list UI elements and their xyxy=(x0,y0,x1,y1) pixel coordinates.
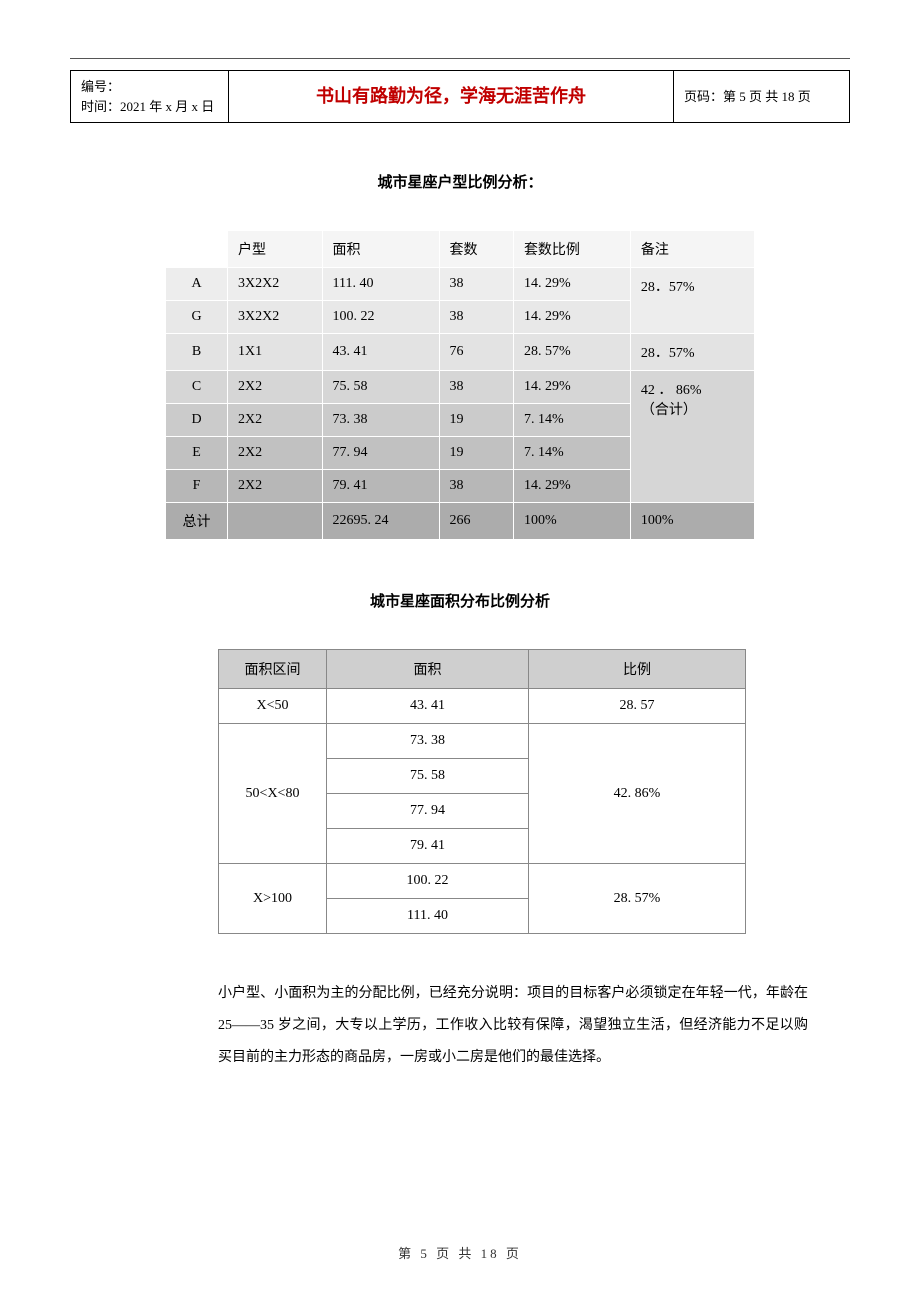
cell-area: 73. 38 xyxy=(327,724,529,759)
cell-ratio: 7. 14% xyxy=(513,404,630,437)
cell-units: 19 xyxy=(439,437,513,470)
cell-units: 38 xyxy=(439,301,513,334)
section2-title: 城市星座面积分布比例分析 xyxy=(70,590,850,611)
page-footer: 第 5 页 共 18 页 xyxy=(0,1243,920,1262)
th-ratio: 比例 xyxy=(529,650,746,689)
th-ratio: 套数比例 xyxy=(513,231,630,268)
area-distribution-table: 面积区间 面积 比例 X<50 43. 41 28. 57 50<X<80 73… xyxy=(218,649,746,934)
cell-note-cdef: 42 ． 86% （合计） xyxy=(630,371,754,503)
cell-area: 77. 94 xyxy=(327,794,529,829)
cell-area: 22695. 24 xyxy=(322,503,439,540)
cell-area: 43. 41 xyxy=(327,689,529,724)
cell-units: 38 xyxy=(439,470,513,503)
unit-type-table: 户型 面积 套数 套数比例 备注 A 3X2X2 111. 40 38 14. … xyxy=(165,230,755,540)
table-row: C 2X2 75. 58 38 14. 29% 42 ． 86% （合计） xyxy=(166,371,755,404)
cell-units: 266 xyxy=(439,503,513,540)
cell-type: 1X1 xyxy=(228,334,323,371)
motto-text: 书山有路勤为径，学海无涯苦作舟 xyxy=(316,83,586,110)
cell-type: 2X2 xyxy=(228,470,323,503)
cell-area: 111. 40 xyxy=(322,268,439,301)
cell-units: 76 xyxy=(439,334,513,371)
cell-id: E xyxy=(166,437,228,470)
cell-range: 50<X<80 xyxy=(219,724,327,864)
cell-type: 3X2X2 xyxy=(228,301,323,334)
cell-note-ag: 28．57% xyxy=(630,268,754,334)
cell-area: 111. 40 xyxy=(327,899,529,934)
table-header-row: 面积区间 面积 比例 xyxy=(219,650,746,689)
table-total-row: 总计 22695. 24 266 100% 100% xyxy=(166,503,755,540)
cell-area: 75. 58 xyxy=(322,371,439,404)
note-line2: （合计） xyxy=(641,403,697,418)
table-row: 50<X<80 73. 38 42. 86% xyxy=(219,724,746,759)
cell-area: 73. 38 xyxy=(322,404,439,437)
body-paragraph: 小户型、小面积为主的分配比例，已经充分说明：项目的目标客户必须锁定在年轻一代，年… xyxy=(218,978,808,1075)
note-line1: 42 ． 86% xyxy=(641,383,702,398)
cell-type: 2X2 xyxy=(228,371,323,404)
cell-ratio: 28. 57 xyxy=(529,689,746,724)
serial-label: 编号： xyxy=(81,77,218,97)
page-header-box: 编号： 时间：2021 年 x 月 x 日 书山有路勤为径，学海无涯苦作舟 页码… xyxy=(70,70,850,123)
cell-type: 3X2X2 xyxy=(228,268,323,301)
cell-ratio: 14. 29% xyxy=(513,470,630,503)
th-range: 面积区间 xyxy=(219,650,327,689)
cell-ratio: 7. 14% xyxy=(513,437,630,470)
cell-ratio: 14. 29% xyxy=(513,371,630,404)
cell-units: 38 xyxy=(439,268,513,301)
table-row: X<50 43. 41 28. 57 xyxy=(219,689,746,724)
cell-area: 77. 94 xyxy=(322,437,439,470)
cell-id: F xyxy=(166,470,228,503)
th-units: 套数 xyxy=(439,231,513,268)
cell-ratio: 14. 29% xyxy=(513,268,630,301)
cell-area: 79. 41 xyxy=(322,470,439,503)
cell-type xyxy=(228,503,323,540)
th-blank xyxy=(166,231,228,268)
th-area: 面积 xyxy=(322,231,439,268)
cell-ratio: 28. 57% xyxy=(513,334,630,371)
th-type: 户型 xyxy=(228,231,323,268)
time-label: 时间：2021 年 x 月 x 日 xyxy=(81,97,218,117)
cell-units: 38 xyxy=(439,371,513,404)
page-code: 页码：第 5 页 共 18 页 xyxy=(684,87,811,107)
cell-area: 100. 22 xyxy=(322,301,439,334)
table-row: A 3X2X2 111. 40 38 14. 29% 28．57% xyxy=(166,268,755,301)
cell-area: 79. 41 xyxy=(327,829,529,864)
cell-range: X>100 xyxy=(219,864,327,934)
cell-ratio: 42. 86% xyxy=(529,724,746,864)
cell-area: 75. 58 xyxy=(327,759,529,794)
th-area: 面积 xyxy=(327,650,529,689)
top-rule xyxy=(70,58,850,59)
table-header-row: 户型 面积 套数 套数比例 备注 xyxy=(166,231,755,268)
table-row: X>100 100. 22 28. 57% xyxy=(219,864,746,899)
cell-note: 100% xyxy=(630,503,754,540)
cell-id: D xyxy=(166,404,228,437)
header-left: 编号： 时间：2021 年 x 月 x 日 xyxy=(71,71,229,122)
cell-type: 2X2 xyxy=(228,404,323,437)
cell-ratio: 14. 29% xyxy=(513,301,630,334)
cell-range: X<50 xyxy=(219,689,327,724)
cell-total-label: 总计 xyxy=(166,503,228,540)
cell-area: 100. 22 xyxy=(327,864,529,899)
cell-id: B xyxy=(166,334,228,371)
header-right: 页码：第 5 页 共 18 页 xyxy=(674,71,849,122)
cell-units: 19 xyxy=(439,404,513,437)
header-center: 书山有路勤为径，学海无涯苦作舟 xyxy=(229,71,674,122)
cell-id: C xyxy=(166,371,228,404)
cell-id: A xyxy=(166,268,228,301)
cell-area: 43. 41 xyxy=(322,334,439,371)
cell-id: G xyxy=(166,301,228,334)
cell-ratio: 100% xyxy=(513,503,630,540)
section1-title: 城市星座户型比例分析： xyxy=(70,171,850,192)
cell-note: 28．57% xyxy=(630,334,754,371)
cell-type: 2X2 xyxy=(228,437,323,470)
th-note: 备注 xyxy=(630,231,754,268)
cell-ratio: 28. 57% xyxy=(529,864,746,934)
table-row: B 1X1 43. 41 76 28. 57% 28．57% xyxy=(166,334,755,371)
